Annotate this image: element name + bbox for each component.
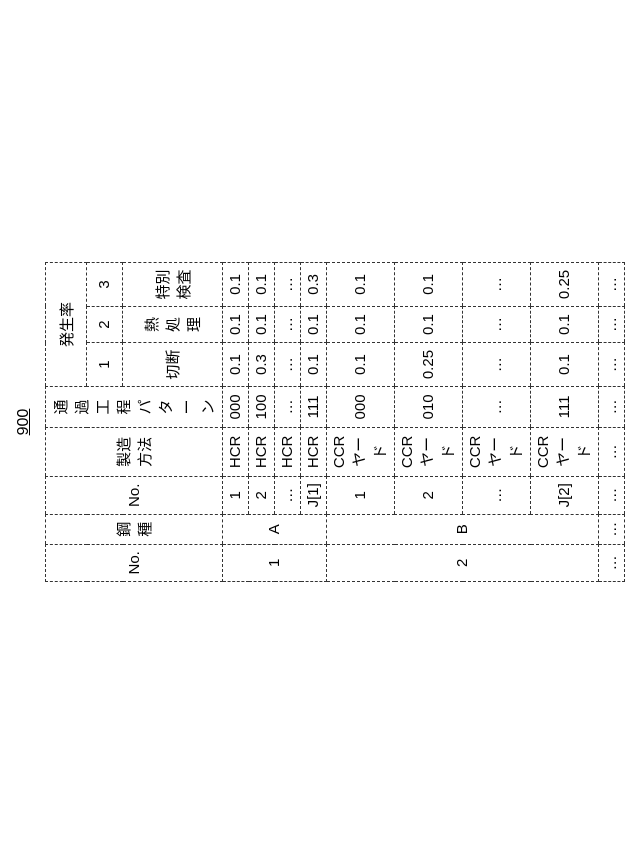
cell-rate-1: 0.1 <box>327 343 395 387</box>
cell-steel: … <box>599 514 625 544</box>
cell-method: CCRヤード <box>327 427 395 476</box>
cell-no2: … <box>275 476 301 514</box>
cell-steel: A <box>223 514 327 544</box>
header-rate-sub-3: 特別検査 <box>123 263 223 307</box>
header-rate-sub-2: 熱処理 <box>123 306 223 342</box>
cell-rate-1: 0.1 <box>301 343 327 387</box>
cell-rate-2: 0.1 <box>395 306 463 342</box>
cell-pattern: 111 <box>301 386 327 427</box>
cell-method: CCRヤード <box>395 427 463 476</box>
cell-no1: … <box>599 544 625 581</box>
data-table: No. 鋼種 No. 製造方法 通過工程 パターン 発生率 1 2 3 切断 熱… <box>45 262 625 582</box>
cell-rate-2: … <box>599 306 625 342</box>
cell-rate-3: … <box>599 263 625 307</box>
cell-rate-2: … <box>463 306 531 342</box>
cell-rate-3: 0.1 <box>249 263 275 307</box>
cell-rate-2: … <box>275 306 301 342</box>
cell-pattern: 100 <box>249 386 275 427</box>
cell-rate-3: 0.1 <box>223 263 249 307</box>
cell-no2: J[2] <box>531 476 599 514</box>
cell-rate-1: … <box>599 343 625 387</box>
header-rate-group: 発生率 <box>46 263 87 387</box>
cell-rate-2: 0.1 <box>223 306 249 342</box>
header-pattern: 通過工程 パターン <box>46 386 223 427</box>
cell-rate-3: 0.3 <box>301 263 327 307</box>
cell-no2: … <box>463 476 531 514</box>
cell-rate-1: 0.1 <box>223 343 249 387</box>
cell-no2: … <box>599 476 625 514</box>
table-header: No. 鋼種 No. 製造方法 通過工程 パターン 発生率 1 2 3 切断 熱… <box>46 263 223 582</box>
cell-rate-2: 0.1 <box>327 306 395 342</box>
cell-method: HCR <box>275 427 301 476</box>
cell-pattern: 010 <box>395 386 463 427</box>
header-rate-3: 3 <box>87 263 123 307</box>
cell-rate-1: 0.25 <box>395 343 463 387</box>
cell-rate-1: … <box>275 343 301 387</box>
cell-rate-1: 0.1 <box>531 343 599 387</box>
cell-no2: 1 <box>327 476 395 514</box>
cell-method: CCRヤード <box>531 427 599 476</box>
cell-pattern: 111 <box>531 386 599 427</box>
cell-no2: 2 <box>395 476 463 514</box>
table-body: 1A1HCR0000.10.10.12HCR1000.30.10.1…HCR……… <box>223 263 625 582</box>
cell-rate-3: … <box>275 263 301 307</box>
cell-rate-3: 0.25 <box>531 263 599 307</box>
cell-method: … <box>599 427 625 476</box>
cell-steel: B <box>327 514 599 544</box>
cell-method: HCR <box>223 427 249 476</box>
header-rate-sub-1: 切断 <box>123 343 223 387</box>
cell-method: HCR <box>301 427 327 476</box>
cell-method: CCRヤード <box>463 427 531 476</box>
header-rate-1: 1 <box>87 343 123 387</box>
cell-pattern: … <box>599 386 625 427</box>
cell-pattern: 000 <box>223 386 249 427</box>
cell-pattern: … <box>463 386 531 427</box>
cell-rate-2: 0.1 <box>249 306 275 342</box>
cell-pattern: … <box>275 386 301 427</box>
header-no2: No. <box>46 476 223 514</box>
rotated-stage: 900 No. 鋼種 No. 製造方法 通過工程 パターン 発生率 1 2 3 … <box>15 262 625 582</box>
figure-label: 900 <box>15 262 33 582</box>
cell-no1: 1 <box>223 544 327 581</box>
table-row: 1A1HCR0000.10.10.1 <box>223 263 249 582</box>
table-row: …………………… <box>599 263 625 582</box>
header-rate-2: 2 <box>87 306 123 342</box>
cell-rate-2: 0.1 <box>531 306 599 342</box>
cell-pattern: 000 <box>327 386 395 427</box>
cell-no1: 2 <box>327 544 599 581</box>
header-steel: 鋼種 <box>46 514 223 544</box>
cell-rate-3: 0.1 <box>395 263 463 307</box>
header-method: 製造方法 <box>46 427 223 476</box>
cell-no2: J[1] <box>301 476 327 514</box>
header-no1: No. <box>46 544 223 581</box>
cell-rate-2: 0.1 <box>301 306 327 342</box>
cell-rate-3: … <box>463 263 531 307</box>
cell-rate-3: 0.1 <box>327 263 395 307</box>
cell-rate-1: … <box>463 343 531 387</box>
cell-rate-1: 0.3 <box>249 343 275 387</box>
cell-method: HCR <box>249 427 275 476</box>
cell-no2: 2 <box>249 476 275 514</box>
cell-no2: 1 <box>223 476 249 514</box>
table-row: 2B1CCRヤード0000.10.10.1 <box>327 263 395 582</box>
